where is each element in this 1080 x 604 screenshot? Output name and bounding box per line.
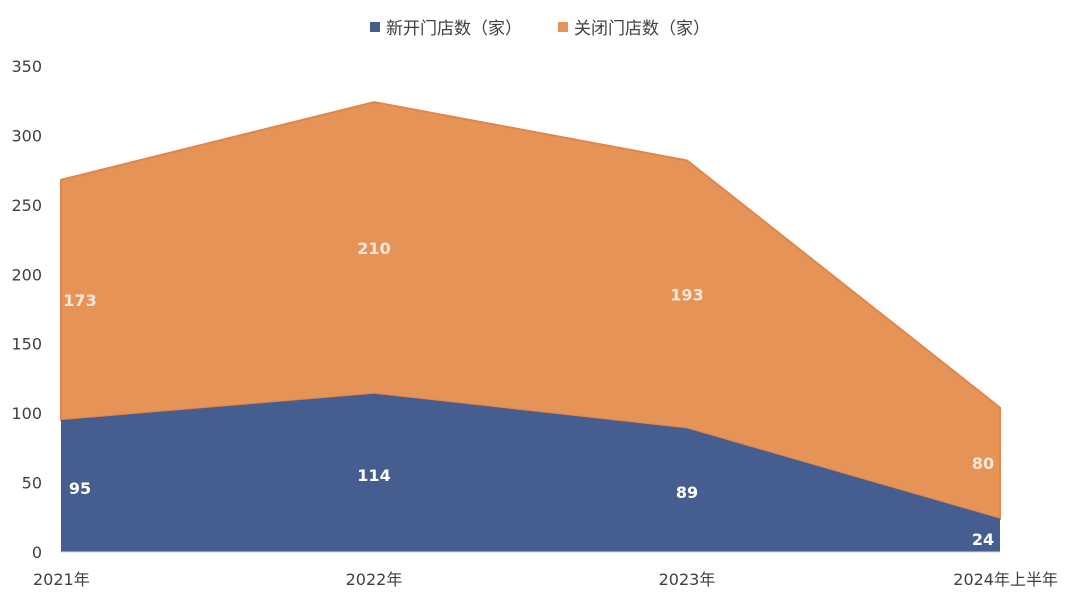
legend-label-closed-stores: 关闭门店数（家） [574,19,710,39]
legend-item-closed-stores: 关闭门店数（家） [558,14,710,39]
y-tick-label: 150 [11,335,42,354]
x-tick-label: 2023年 [659,570,716,589]
legend: 新开门店数（家） 关闭门店数（家） [0,14,1080,39]
data-label-new-stores: 114 [357,466,390,485]
legend-swatch-closed-stores [558,21,568,32]
y-tick-label: 350 [11,57,42,76]
legend-label-new-stores: 新开门店数（家） [386,19,522,39]
data-label-closed-stores: 210 [357,239,390,258]
legend-swatch-new-stores [370,21,380,32]
y-tick-label: 100 [11,404,42,423]
data-label-closed-stores: 80 [972,454,994,473]
x-tick-label: 2024年上半年 [953,570,1058,589]
y-tick-label: 50 [22,474,42,493]
y-tick-label: 250 [11,196,42,215]
data-label-new-stores: 24 [972,530,994,549]
x-tick-label: 2021年 [33,570,90,589]
y-tick-label: 300 [11,126,42,145]
y-tick-label: 0 [32,543,42,562]
legend-item-new-stores: 新开门店数（家） [370,14,522,39]
data-label-closed-stores: 193 [670,285,703,304]
data-label-new-stores: 89 [676,483,698,502]
data-label-closed-stores: 173 [63,291,96,310]
x-tick-label: 2022年 [346,570,403,589]
y-tick-label: 200 [11,265,42,284]
data-label-new-stores: 95 [69,479,91,498]
area-new-stores [61,393,1000,552]
